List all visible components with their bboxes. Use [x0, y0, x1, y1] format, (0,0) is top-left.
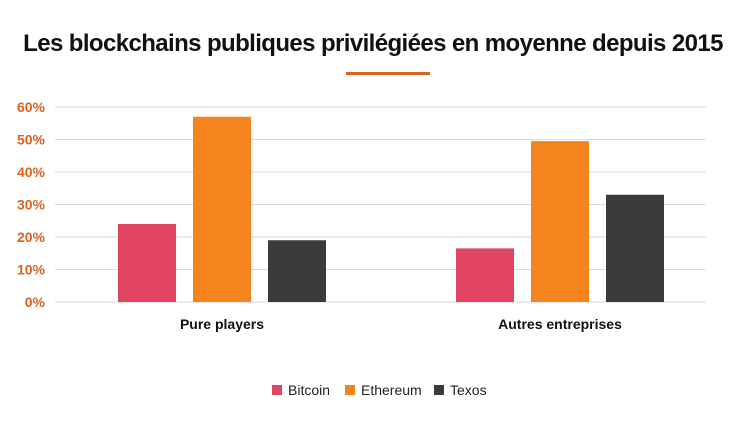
x-axis: Pure players Autres entreprises — [180, 316, 622, 332]
bar-bitcoin-2 — [456, 248, 514, 302]
bars — [118, 116, 664, 302]
y-axis: 0% 10% 20% 30% 40% 50% 60% — [17, 99, 46, 310]
y-tick-label: 20% — [17, 229, 46, 245]
bar-texos-1 — [268, 240, 326, 302]
y-tick-label: 10% — [17, 262, 46, 278]
x-category-label: Pure players — [180, 316, 264, 332]
legend: Bitcoin Ethereum Texos — [272, 382, 487, 398]
y-tick-label: 0% — [25, 294, 46, 310]
y-tick-label: 60% — [17, 99, 46, 115]
bar-ethereum-2 — [531, 141, 589, 302]
chart-title: Les blockchains publiques privilégiées e… — [23, 30, 723, 57]
y-tick-label: 50% — [17, 132, 46, 148]
y-tick-label: 30% — [17, 197, 46, 213]
legend-swatch-texos — [434, 385, 444, 395]
legend-swatch-bitcoin — [272, 385, 282, 395]
legend-swatch-ethereum — [345, 385, 355, 395]
y-tick-label: 40% — [17, 164, 46, 180]
x-category-label: Autres entreprises — [498, 316, 622, 332]
bar-texos-2 — [606, 194, 664, 302]
legend-label-ethereum: Ethereum — [361, 382, 422, 398]
bar-ethereum-1 — [193, 116, 251, 302]
title-underline — [346, 72, 430, 75]
legend-label-texos: Texos — [450, 382, 487, 398]
legend-label-bitcoin: Bitcoin — [288, 382, 330, 398]
bar-bitcoin-1 — [118, 224, 176, 302]
